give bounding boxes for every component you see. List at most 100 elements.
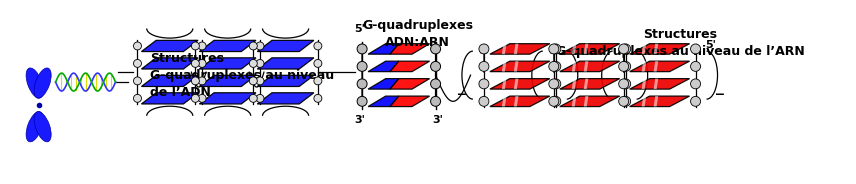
Circle shape: [621, 96, 631, 106]
Ellipse shape: [34, 68, 51, 98]
Polygon shape: [654, 79, 658, 89]
Text: G-quadruplexes
ADN:ARN: G-quadruplexes ADN:ARN: [362, 19, 473, 49]
Polygon shape: [141, 40, 198, 52]
Ellipse shape: [26, 112, 43, 142]
Polygon shape: [390, 61, 430, 72]
Polygon shape: [490, 79, 550, 89]
Circle shape: [550, 96, 561, 106]
Circle shape: [314, 42, 322, 50]
Circle shape: [549, 96, 559, 106]
Circle shape: [357, 79, 367, 89]
Polygon shape: [368, 79, 399, 89]
Circle shape: [249, 59, 258, 67]
Polygon shape: [584, 44, 588, 54]
Circle shape: [549, 61, 559, 71]
Circle shape: [314, 59, 322, 67]
Polygon shape: [368, 44, 399, 54]
Text: 3': 3': [432, 114, 443, 125]
Polygon shape: [258, 40, 314, 52]
Polygon shape: [199, 75, 256, 86]
Polygon shape: [258, 93, 314, 104]
Polygon shape: [490, 61, 550, 72]
Polygon shape: [199, 93, 256, 104]
Circle shape: [357, 44, 367, 54]
Polygon shape: [502, 61, 507, 72]
Text: 5': 5': [705, 40, 716, 49]
Polygon shape: [258, 58, 314, 69]
Polygon shape: [642, 96, 646, 107]
Circle shape: [249, 42, 258, 50]
Polygon shape: [630, 61, 690, 72]
Polygon shape: [514, 61, 519, 72]
Polygon shape: [199, 58, 256, 69]
Circle shape: [314, 94, 322, 102]
Circle shape: [691, 61, 700, 71]
Polygon shape: [584, 79, 588, 89]
Circle shape: [314, 77, 322, 85]
Circle shape: [198, 59, 206, 67]
Circle shape: [621, 44, 631, 54]
Polygon shape: [502, 96, 507, 107]
Polygon shape: [502, 44, 507, 54]
Circle shape: [198, 42, 206, 50]
Polygon shape: [584, 61, 588, 72]
Circle shape: [479, 44, 489, 54]
Polygon shape: [390, 79, 430, 89]
Polygon shape: [502, 79, 507, 89]
Polygon shape: [199, 40, 256, 52]
Polygon shape: [654, 44, 658, 54]
Text: Structures
G-quadruplexes au niveau de l’ARN: Structures G-quadruplexes au niveau de l…: [556, 28, 805, 58]
Text: 3': 3': [354, 114, 366, 125]
Text: Structures
G-quadruplexes au niveau
de l’ADN: Structures G-quadruplexes au niveau de l…: [151, 52, 335, 99]
Polygon shape: [490, 96, 550, 107]
Polygon shape: [630, 44, 690, 54]
Polygon shape: [642, 44, 646, 54]
Polygon shape: [560, 79, 620, 89]
Circle shape: [431, 61, 441, 71]
Circle shape: [549, 44, 559, 54]
Circle shape: [134, 42, 141, 50]
Circle shape: [619, 61, 628, 71]
Circle shape: [619, 79, 628, 89]
Circle shape: [621, 61, 631, 71]
Polygon shape: [630, 96, 690, 107]
Polygon shape: [560, 44, 620, 54]
Polygon shape: [390, 44, 430, 54]
Polygon shape: [642, 61, 646, 72]
Circle shape: [192, 77, 199, 85]
Circle shape: [691, 79, 700, 89]
Polygon shape: [572, 96, 576, 107]
Circle shape: [192, 42, 199, 50]
Circle shape: [357, 96, 367, 106]
Circle shape: [621, 79, 631, 89]
Polygon shape: [141, 93, 198, 104]
Polygon shape: [654, 61, 658, 72]
Circle shape: [479, 79, 489, 89]
Text: –: –: [457, 86, 467, 105]
Circle shape: [256, 59, 264, 67]
Polygon shape: [572, 79, 576, 89]
Circle shape: [479, 96, 489, 106]
Circle shape: [431, 79, 441, 89]
Text: –: –: [715, 86, 724, 105]
Circle shape: [549, 79, 559, 89]
Circle shape: [198, 94, 206, 102]
Circle shape: [550, 79, 561, 89]
Circle shape: [249, 94, 258, 102]
Circle shape: [249, 77, 258, 85]
Polygon shape: [560, 96, 620, 107]
Circle shape: [256, 94, 264, 102]
Circle shape: [134, 59, 141, 67]
Circle shape: [431, 96, 441, 106]
Circle shape: [198, 77, 206, 85]
Circle shape: [691, 44, 700, 54]
Polygon shape: [560, 61, 620, 72]
Polygon shape: [572, 44, 576, 54]
Circle shape: [691, 96, 700, 106]
Circle shape: [134, 77, 141, 85]
Circle shape: [256, 77, 264, 85]
Polygon shape: [368, 96, 399, 107]
Circle shape: [134, 94, 141, 102]
Polygon shape: [514, 79, 519, 89]
Polygon shape: [642, 79, 646, 89]
